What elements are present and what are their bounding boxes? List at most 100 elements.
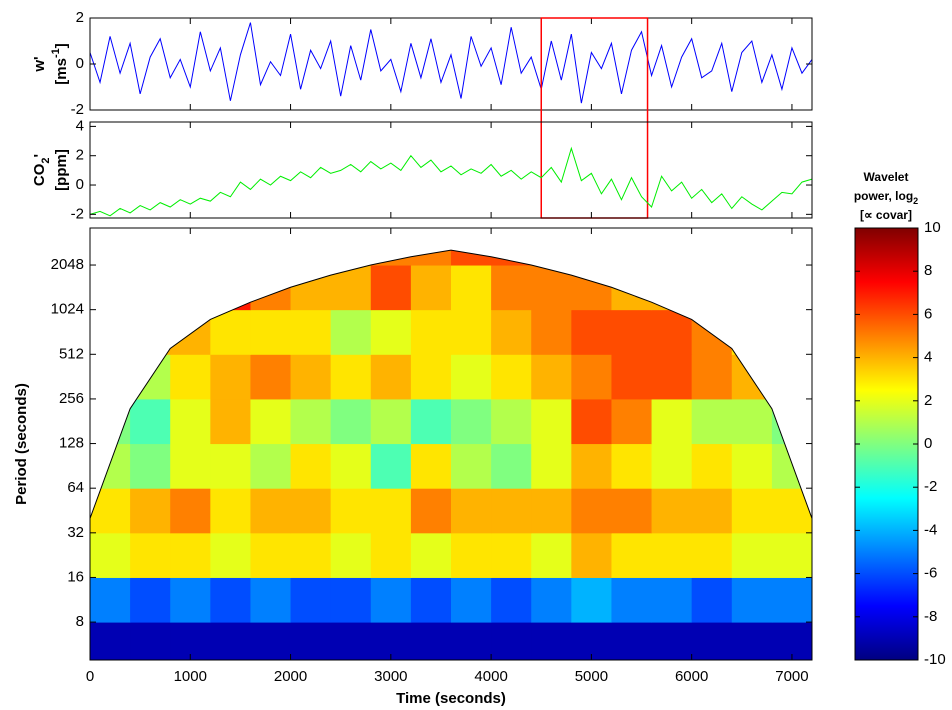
heat-cell	[330, 309, 372, 355]
heat-cell	[451, 622, 492, 660]
heat-cell	[531, 622, 572, 660]
heat-cell	[330, 532, 372, 578]
heat-cell	[691, 488, 733, 534]
heat-cell	[571, 354, 612, 400]
label-part: CO	[31, 163, 48, 186]
heat-cell	[571, 488, 612, 534]
colorbar-tick-label: 6	[924, 305, 932, 322]
heat-cell	[370, 443, 412, 489]
heat-cell	[571, 309, 612, 355]
label-part: w'	[31, 56, 48, 72]
colorbar-title: [∝ covar]	[860, 208, 912, 222]
heat-cell	[611, 622, 653, 660]
heat-cell	[451, 443, 492, 489]
y-tick-label: 1024	[51, 301, 84, 318]
heat-cell	[531, 532, 572, 578]
heat-cell	[210, 532, 251, 578]
y-tick-label: 2048	[51, 256, 84, 273]
heat-cell	[531, 354, 572, 400]
y-tick-label: 0	[76, 176, 84, 193]
colorbar-title: power, log2	[854, 189, 918, 206]
heat-cell	[210, 443, 251, 489]
colorbar-title: Wavelet	[864, 170, 909, 184]
heat-cell	[130, 577, 171, 623]
heat-cell	[290, 309, 332, 355]
heat-cell	[410, 443, 452, 489]
heat-cell	[410, 265, 452, 311]
series-line	[89, 22, 813, 104]
x-tick-label: 6000	[675, 668, 708, 685]
axes-frame	[89, 17, 813, 111]
heat-cell	[691, 577, 733, 623]
heat-cell	[651, 532, 693, 578]
colorbar	[854, 227, 919, 661]
heat-cell	[571, 577, 612, 623]
coi-mask	[90, 228, 812, 519]
heat-cell	[451, 265, 492, 311]
heat-cell	[491, 622, 532, 660]
heat-cell	[130, 398, 171, 445]
x-tick-label: 4000	[474, 668, 507, 685]
x-tick-label: 2000	[274, 668, 307, 685]
heat-cell	[491, 443, 532, 489]
heat-cell	[491, 309, 532, 355]
y-tick-label: 128	[59, 435, 84, 452]
heat-cell	[370, 532, 412, 578]
heat-cell	[130, 622, 171, 660]
label-part: ]	[53, 43, 70, 48]
heat-cell	[451, 532, 492, 578]
heat-cell	[691, 398, 733, 445]
series-line	[89, 146, 813, 217]
heat-cell	[330, 443, 372, 489]
heat-cell	[170, 443, 211, 489]
colorbar-tick-label: -8	[924, 608, 937, 625]
heat-cell	[491, 398, 532, 445]
heat-cell	[210, 577, 251, 623]
heat-cell	[771, 622, 812, 660]
heat-cell	[90, 577, 131, 623]
axes-frame	[89, 121, 813, 219]
heat-cell	[90, 532, 131, 578]
heat-cell	[651, 443, 693, 489]
label-part: [ppm]	[53, 149, 70, 191]
heat-cell	[330, 488, 372, 534]
colorbar-tick-label: -10	[924, 651, 946, 668]
heat-cell	[210, 398, 251, 445]
heat-cell	[170, 532, 211, 578]
heat-cell	[250, 309, 292, 355]
colorbar-tick-label: 8	[924, 262, 932, 279]
heat-cell	[571, 532, 612, 578]
heat-cell	[771, 577, 812, 623]
heat-cell	[370, 309, 412, 355]
heat-cell	[410, 488, 452, 534]
heat-cell	[250, 488, 292, 534]
y-tick-label: 0	[76, 55, 84, 72]
y-tick-label: 2	[76, 9, 84, 26]
heat-cell	[491, 354, 532, 400]
heat-cell	[531, 309, 572, 355]
heat-cell	[370, 265, 412, 311]
y-tick-label: 4	[76, 117, 84, 134]
heat-cell	[651, 398, 693, 445]
heat-cell	[130, 532, 171, 578]
colorbar-tick-label: 0	[924, 435, 932, 452]
heat-cell	[370, 398, 412, 445]
heat-cell	[651, 488, 693, 534]
x-tick-label: 7000	[775, 668, 808, 685]
y-label: CO2'	[31, 154, 52, 186]
heat-cell	[691, 622, 733, 660]
y-tick-label: -2	[71, 205, 84, 222]
heatmap	[90, 228, 812, 660]
y-tick-label: 32	[67, 524, 84, 541]
heat-cell	[250, 398, 292, 445]
heat-cell	[611, 577, 653, 623]
label-part: -1	[50, 48, 62, 58]
heat-cell	[410, 532, 452, 578]
heat-cell	[731, 577, 773, 623]
heat-cell	[531, 488, 572, 534]
heat-cell	[731, 622, 773, 660]
heat-cell	[290, 398, 332, 445]
heat-cell	[691, 354, 733, 400]
heat-cell	[410, 577, 452, 623]
heat-cell	[250, 577, 292, 623]
